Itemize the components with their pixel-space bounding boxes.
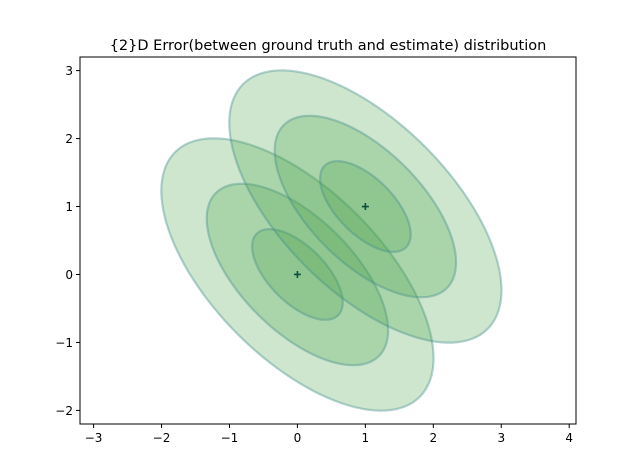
y-tick-label: 0 (65, 268, 73, 282)
y-tick-label: 2 (65, 132, 73, 146)
chart-title: {2}D Error(between ground truth and esti… (110, 38, 547, 54)
x-tick-label: −2 (153, 431, 171, 445)
y-tick-label: −1 (55, 336, 73, 350)
y-tick-label: 3 (65, 64, 73, 78)
x-tick-label: −1 (221, 431, 239, 445)
x-tick-label: −3 (85, 431, 103, 445)
ellipse-layer (160, 69, 503, 412)
y-axis: −2 −1 0 1 2 3 (55, 64, 80, 418)
x-tick-label: 3 (497, 431, 505, 445)
x-tick-label: 2 (429, 431, 437, 445)
plot-frame (79, 56, 577, 425)
center-marker-layer (293, 203, 369, 278)
x-tick-label: 1 (362, 431, 370, 445)
x-tick-label: 4 (565, 431, 573, 445)
x-axis: −3 −2 −1 0 1 2 3 4 (85, 424, 573, 445)
x-tick-label: 0 (294, 431, 302, 445)
y-tick-label: 1 (65, 200, 73, 214)
y-tick-label: −2 (55, 404, 73, 418)
center-marker-2 (361, 203, 369, 211)
center-marker-1 (293, 270, 301, 278)
